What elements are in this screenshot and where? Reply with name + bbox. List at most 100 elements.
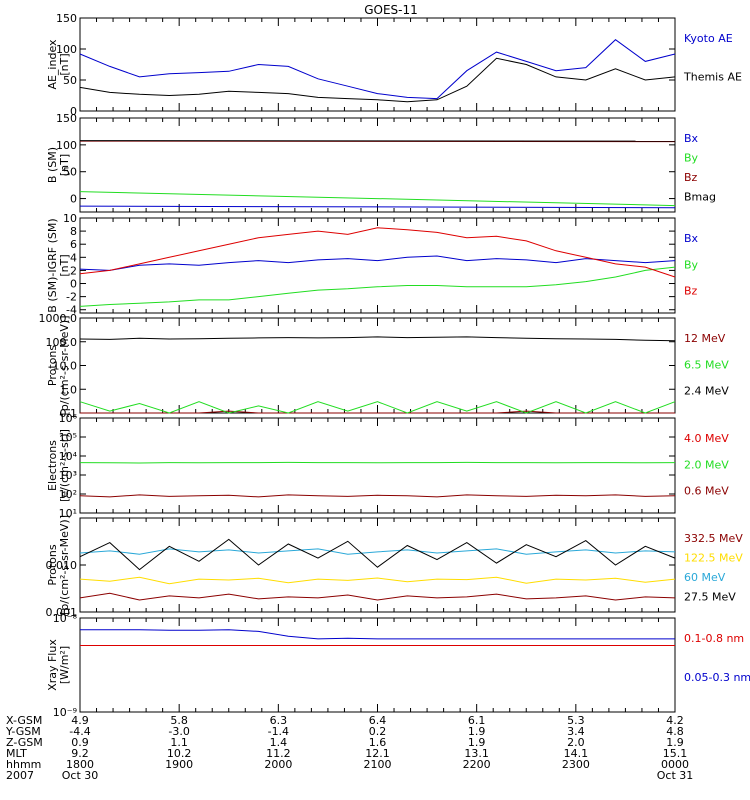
legend-entry: Kyoto AE [684,32,733,45]
y-tick-label: 8 [70,225,77,238]
y-tick-label: 10.0 [53,360,78,373]
x-axis-value: 6.1 [468,714,486,727]
y-tick-label: 0 [70,193,77,206]
x-axis-value: 3.4 [567,725,585,738]
x-axis-value: 9.2 [71,747,89,760]
series-line-themis-ae [79,57,676,103]
y-tick-label: 0.1 [60,407,78,420]
legend-entry: 6.5 MeV [684,358,729,371]
x-axis-value: Oct 30 [62,769,99,782]
series-line-2-4-mev [79,336,676,342]
y-tick-label: 150 [56,12,77,25]
x-axis-value: 2200 [463,758,491,771]
y-tick-label: 150 [56,112,77,125]
legend-entry: 27.5 MeV [684,591,736,604]
y-tick-label: 1000.0 [39,312,78,325]
legend-entry: 4.0 MeV [684,432,729,445]
series-line-bz [79,227,676,278]
series-line-bx [79,205,676,209]
series-line-bmag [79,140,676,142]
x-axis-row-label: Y-GSM [5,725,41,738]
legend-entry: 0.6 MeV [684,485,729,498]
panel-protons_low: 0.1 1.0 10.0 100.0 1000.0 Protons [p/(cm²-s-sr… [39,312,730,420]
panel-frame [79,217,676,314]
x-axis-value: 4.8 [666,725,684,738]
series-line-2-0-mev [79,461,676,464]
y-axis-label: AE_index [46,39,59,90]
y-axis-label: Electrons [46,440,59,491]
y-axis-label: B (SM)-IGRF (SM) [46,218,59,312]
legend-entry: By [684,258,699,271]
y-tick-label: 4 [70,251,77,264]
x-axis-value: 1.4 [270,736,288,749]
panel-frame [79,417,676,514]
x-axis-value: 1.6 [369,736,387,749]
y-tick-label: 0.010 [46,559,78,572]
y-tick-label: 10³ [59,469,77,482]
legend-entry: Bx [684,232,699,245]
x-axis-row-label: MLT [6,747,27,760]
y-tick-label: 6 [70,238,77,251]
y-tick-label: 10 [63,212,77,225]
x-axis-row-label: hhmm [6,758,41,771]
legend-entry: Bz [684,285,698,298]
legend-entry: 122.5 MeV [684,552,743,565]
x-axis-value: -3.0 [168,725,189,738]
x-axis-value: 6.4 [369,714,387,727]
series-line-0-6-mev [79,494,676,498]
x-axis-value: 1.9 [468,725,486,738]
y-tick-label: 10⁶ [59,412,78,425]
series-line-122-5-mev [79,576,676,585]
panel-frame [79,617,676,713]
y-tick-label: 100.0 [46,336,78,349]
series-line-bx [79,255,676,271]
x-axis-value: Oct 31 [657,769,694,782]
panel-xray: 10⁻⁹ 10⁻⁸ Xray Flux [W/m²] 0.1-0.8 nm 0.05-0.… [46,612,750,719]
x-axis-row-label: Z-GSM [6,736,43,749]
series-line-by [79,191,676,207]
x-axis-value: 10.2 [167,747,192,760]
y-tick-label: 0 [70,105,77,118]
y-axis-label: [p/(cm²-s-sr-MeV)] [58,316,71,416]
panel-electrons: 10¹ 10² 10³ 10⁴ 10⁵ 10⁶ Electrons [e/(cm²-s-sr)… [46,412,729,520]
x-axis-row-label: 2007 [6,769,34,782]
y-tick-label: 100 [56,43,77,56]
y-axis-label: Xray Flux [46,639,59,691]
x-axis-value: 4.9 [71,714,89,727]
panel-ae: 0 50 100 150 AE_index [nT] Kyoto AE Themis AE [46,12,742,118]
x-axis-value: 0.2 [369,725,387,738]
y-tick-label: 10⁻⁹ [53,706,77,719]
x-axis-value: 1900 [165,758,193,771]
x-axis-value: 0000 [661,758,689,771]
plot-title: GOES-11 [364,3,418,17]
y-axis-label: Protons [46,544,59,585]
x-axis-value: 11.2 [266,747,291,760]
y-axis-label: [nT] [58,254,71,276]
y-axis-label: Protons [46,345,59,386]
y-tick-label: 0 [70,278,77,291]
x-axis-value: 0.9 [71,736,89,749]
y-axis-label: [p/(cm²-s-sr-MeV)] [58,515,71,615]
legend-entry: 60 MeV [684,571,726,584]
y-tick-label: 2 [70,264,77,277]
y-tick-label: 10⁻⁸ [53,612,78,625]
series-line-12-mev [80,410,675,414]
legend-entry: 2.4 MeV [684,385,729,398]
panel-frame [79,117,676,213]
x-axis-value: 1800 [66,758,94,771]
series-line-332-5-mev [79,592,676,601]
y-tick-label: 10² [59,488,77,501]
y-axis-label: [W/m²] [58,646,71,684]
y-tick-label: -4 [66,304,77,317]
series-line-0-05-0-3-nm [80,629,675,640]
legend-entry: By [684,152,699,165]
x-axis-value: 2000 [264,758,292,771]
x-axis-value: 5.8 [170,714,188,727]
panel-frame [79,517,676,613]
series-line-27-5-mev [79,538,676,571]
x-axis-table: X-GSMY-GSMZ-GSMMLThhmm20074.9-4.40.99.21… [5,714,693,782]
x-axis-value: -4.4 [69,725,90,738]
y-tick-label: 0.001 [46,606,78,619]
